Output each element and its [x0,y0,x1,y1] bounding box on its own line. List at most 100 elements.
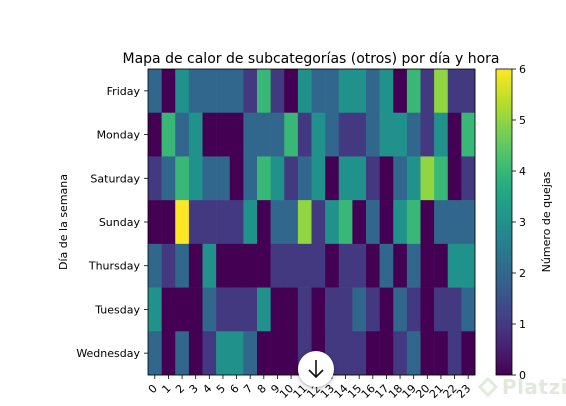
heatmap-cell-wednesday-4 [202,331,217,376]
heatmap-cell-tuesday-9 [270,287,285,332]
heatmap-cell-thursday-13 [325,243,340,288]
heatmap-cell-thursday-3 [188,243,203,288]
x-tick-label: 5 [214,382,228,396]
colorbar-tick-label: 0 [519,369,526,382]
heatmap-cell-tuesday-0 [148,287,162,332]
heatmap-cell-tuesday-2 [175,287,190,332]
heatmap-cell-saturday-20 [420,156,435,201]
heatmap-cell-sunday-10 [284,200,299,245]
heatmap-cell-saturday-12 [311,156,326,201]
heatmap-cell-thursday-17 [379,243,394,288]
heatmap-cell-thursday-18 [393,243,408,288]
heatmap-cell-thursday-6 [229,243,244,288]
heatmap-cell-thursday-2 [175,243,190,288]
brand-name: Platzi [501,375,566,399]
colorbar-tick-label: 1 [519,318,526,331]
heatmap-cell-tuesday-15 [352,287,367,332]
heatmap-cell-friday-15 [352,69,367,114]
heatmap-cell-tuesday-13 [325,287,340,332]
heatmap-cell-thursday-15 [352,243,367,288]
x-tick-label: 8 [255,382,269,396]
heatmap-cell-tuesday-14 [338,287,353,332]
heatmap-cell-monday-10 [284,112,299,157]
heatmap-cell-saturday-4 [202,156,217,201]
scroll-down-button[interactable] [298,351,334,387]
heatmap-cell-wednesday-20 [420,331,435,376]
heatmap-cell-sunday-6 [229,200,244,245]
y-tick-label: Monday [97,129,141,142]
heatmap-cell-wednesday-23 [461,331,476,376]
heatmap-cell-sunday-8 [257,200,271,245]
heatmap-cell-tuesday-20 [420,287,435,332]
heatmap-cell-saturday-13 [325,156,340,201]
heatmap-cell-friday-10 [284,69,299,114]
heatmap-cell-thursday-4 [202,243,217,288]
heatmap-cell-sunday-9 [270,200,285,245]
heatmap-cell-sunday-22 [447,200,462,245]
heatmap-cell-tuesday-10 [284,287,299,332]
colorbar-ticks: 0 1 2 3 4 5 6 [512,63,526,382]
heatmap-cell-monday-0 [148,112,162,157]
heatmap-cell-monday-13 [325,112,340,157]
heatmap-cell-tuesday-4 [202,287,217,332]
heatmap-cell-wednesday-19 [406,331,421,376]
heatmap-cell-sunday-23 [461,200,476,245]
heatmap-cell-wednesday-1 [161,331,176,376]
heatmap-cell-saturday-15 [352,156,367,201]
x-tick-label: 7 [241,382,255,396]
heatmap-cell-thursday-7 [243,243,258,288]
heatmap-cell-tuesday-3 [188,287,203,332]
colorbar-tick-label: 4 [519,165,526,178]
heatmap-cell-wednesday-0 [148,331,162,376]
heatmap-cell-wednesday-7 [243,331,258,376]
heatmap-cell-thursday-9 [270,243,285,288]
y-tick-label: Tuesday [94,303,140,316]
heatmap-cell-thursday-22 [447,243,462,288]
heatmap-cell-friday-20 [420,69,435,114]
heatmap-cell-monday-4 [202,112,217,157]
heatmap-cell-wednesday-16 [366,331,380,376]
x-tick-label: 1 [159,382,173,396]
heatmap-cell-saturday-3 [188,156,203,201]
heatmap-cell-tuesday-6 [229,287,244,332]
heatmap-cell-monday-23 [461,112,476,157]
heatmap-cell-friday-22 [447,69,462,114]
heatmap-cell-thursday-20 [420,243,435,288]
heatmap-cell-sunday-2 [175,200,190,245]
heatmap-cell-friday-17 [379,69,394,114]
x-tick-label: 23 [454,382,473,401]
heatmap-cell-monday-20 [420,112,435,157]
x-tick-label: 0 [146,382,160,396]
heatmap-cell-friday-19 [406,69,421,114]
heatmap-cell-wednesday-8 [257,331,271,376]
heatmap-cell-thursday-21 [434,243,449,288]
heatmap-cell-thursday-16 [366,243,380,288]
colorbar-tick-label: 2 [519,267,526,280]
platzi-logo-icon [478,376,498,398]
heatmap-cell-saturday-22 [447,156,462,201]
heatmap-cell-saturday-18 [393,156,408,201]
heatmap-cell-friday-14 [338,69,353,114]
heatmap-cell-thursday-14 [338,243,353,288]
heatmap-cells [148,69,476,376]
colorbar [496,69,512,375]
heatmap-cell-thursday-5 [216,243,231,288]
heatmap-cell-sunday-4 [202,200,217,245]
heatmap-cell-saturday-8 [257,156,271,201]
y-tick-label: Sunday [99,216,141,229]
heatmap-cell-friday-1 [161,69,176,114]
heatmap-cell-sunday-20 [420,200,435,245]
heatmap-cell-saturday-5 [216,156,231,201]
heatmap-cell-wednesday-21 [434,331,449,376]
heatmap-cell-wednesday-18 [393,331,408,376]
heatmap-cell-wednesday-6 [229,331,244,376]
colorbar-label: Número de quejas [540,171,553,272]
heatmap-cell-saturday-6 [229,156,244,201]
heatmap-cell-monday-6 [229,112,244,157]
heatmap-cell-wednesday-17 [379,331,394,376]
colorbar-tick-label: 5 [519,114,526,127]
heatmap-cell-monday-1 [161,112,176,157]
heatmap-cell-wednesday-10 [284,331,299,376]
heatmap-cell-saturday-17 [379,156,394,201]
